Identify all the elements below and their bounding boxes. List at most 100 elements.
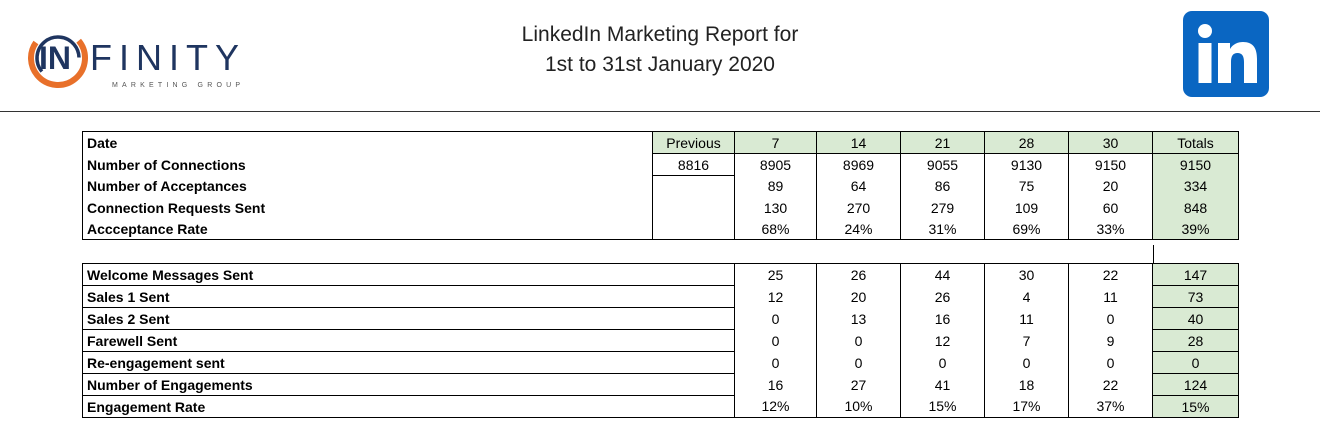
value-cell: 30 xyxy=(984,263,1069,286)
report-title-line-1: LinkedIn Marketing Report for xyxy=(521,23,799,46)
value-cell: 109 xyxy=(984,197,1069,218)
value-cell: 41 xyxy=(900,373,985,396)
value-cell: 44 xyxy=(900,263,985,286)
infinity-logo-icon: IN FINITY MARKETING GROUP xyxy=(28,28,246,89)
value-cell: 7 xyxy=(984,329,1069,352)
report-header: IN FINITY MARKETING GROUP LinkedIn Marke… xyxy=(0,0,1320,112)
table-header-row: Date Previous 7 14 21 28 30 Totals xyxy=(82,131,1239,154)
value-cell: 0 xyxy=(816,351,901,374)
column-header: 28 xyxy=(984,131,1069,154)
table-row: Farewell Sent 0 0 12 7 9 28 xyxy=(82,329,1239,352)
total-cell: 147 xyxy=(1152,263,1239,286)
value-cell: 8969 xyxy=(816,153,901,176)
value-cell: 130 xyxy=(734,197,817,218)
value-cell: 16 xyxy=(734,373,817,396)
row-label: Number of Engagements xyxy=(82,373,735,396)
value-cell: 4 xyxy=(984,285,1069,308)
value-cell: 37% xyxy=(1068,395,1153,418)
column-header: Previous xyxy=(652,131,735,154)
value-cell: 270 xyxy=(816,197,901,218)
messages-table: Welcome Messages Sent 25 26 44 30 22 147 Sales … xyxy=(82,263,1239,418)
value-cell: 22 xyxy=(1068,373,1153,396)
column-header: 30 xyxy=(1068,131,1153,154)
column-header: 21 xyxy=(900,131,985,154)
table-row: Connection Requests Sent 130 270 279 109 60 84… xyxy=(82,197,1239,218)
value-cell: 27 xyxy=(816,373,901,396)
value-cell: 12% xyxy=(734,395,817,418)
column-header: Date xyxy=(82,131,653,154)
header-divider xyxy=(0,111,1320,112)
total-cell: 15% xyxy=(1152,395,1239,418)
row-label: Farewell Sent xyxy=(82,329,735,352)
value-cell: 22 xyxy=(1068,263,1153,286)
value-cell: 60 xyxy=(1068,197,1153,218)
previous-cell xyxy=(652,218,735,240)
row-label: Engagement Rate xyxy=(82,395,735,418)
row-label: Number of Connections xyxy=(82,153,653,176)
value-cell: 0 xyxy=(900,351,985,374)
previous-cell: 8816 xyxy=(652,153,735,176)
value-cell: 26 xyxy=(816,263,901,286)
totals-gap-divider xyxy=(1153,245,1154,263)
value-cell: 11 xyxy=(1068,285,1153,308)
value-cell: 9130 xyxy=(984,153,1069,176)
value-cell: 86 xyxy=(900,175,985,197)
value-cell: 64 xyxy=(816,175,901,197)
value-cell: 13 xyxy=(816,307,901,330)
total-cell: 73 xyxy=(1152,285,1239,308)
value-cell: 12 xyxy=(900,329,985,352)
logo-subtitle: MARKETING GROUP xyxy=(112,82,244,89)
row-label: Welcome Messages Sent xyxy=(82,263,735,286)
value-cell: 31% xyxy=(900,218,985,240)
previous-cell xyxy=(652,197,735,218)
total-cell: 124 xyxy=(1152,373,1239,396)
report-title-line-2: 1st to 31st January 2020 xyxy=(545,53,775,76)
value-cell: 9 xyxy=(1068,329,1153,352)
table-row: Sales 2 Sent 0 13 16 11 0 40 xyxy=(82,307,1239,330)
value-cell: 26 xyxy=(900,285,985,308)
table-row: Number of Acceptances 89 64 86 75 20 334 xyxy=(82,175,1239,197)
value-cell: 89 xyxy=(734,175,817,197)
total-cell: 40 xyxy=(1152,307,1239,330)
value-cell: 15% xyxy=(900,395,985,418)
total-cell: 334 xyxy=(1152,175,1239,197)
value-cell: 20 xyxy=(1068,175,1153,197)
value-cell: 0 xyxy=(734,329,817,352)
previous-cell xyxy=(652,175,735,197)
value-cell: 0 xyxy=(1068,351,1153,374)
value-cell: 68% xyxy=(734,218,817,240)
value-cell: 0 xyxy=(734,351,817,374)
row-label: Re-engagement sent xyxy=(82,351,735,374)
value-cell: 25 xyxy=(734,263,817,286)
table-row: Welcome Messages Sent 25 26 44 30 22 147 xyxy=(82,263,1239,286)
total-cell: 39% xyxy=(1152,218,1239,240)
table-row: Engagement Rate 12% 10% 15% 17% 37% 15% xyxy=(82,395,1239,418)
value-cell: 0 xyxy=(816,329,901,352)
value-cell: 0 xyxy=(1068,307,1153,330)
value-cell: 20 xyxy=(816,285,901,308)
table-row: Sales 1 Sent 12 20 26 4 11 73 xyxy=(82,285,1239,308)
value-cell: 12 xyxy=(734,285,817,308)
value-cell: 17% xyxy=(984,395,1069,418)
value-cell: 16 xyxy=(900,307,985,330)
value-cell: 0 xyxy=(734,307,817,330)
value-cell: 10% xyxy=(816,395,901,418)
total-cell: 0 xyxy=(1152,351,1239,374)
table-row: Accceptance Rate 68% 24% 31% 69% 33% 39% xyxy=(82,218,1239,240)
table-row: Number of Connections 8816 8905 8969 9055 913… xyxy=(82,153,1239,176)
svg-text:FINITY: FINITY xyxy=(90,37,246,78)
row-label: Number of Acceptances xyxy=(82,175,653,197)
value-cell: 9055 xyxy=(900,153,985,176)
value-cell: 11 xyxy=(984,307,1069,330)
total-cell: 848 xyxy=(1152,197,1239,218)
total-cell: 9150 xyxy=(1152,153,1239,176)
row-label: Sales 2 Sent xyxy=(82,307,735,330)
svg-text:IN: IN xyxy=(39,40,71,76)
table-row: Number of Engagements 16 27 41 18 22 124 xyxy=(82,373,1239,396)
value-cell: 279 xyxy=(900,197,985,218)
value-cell: 24% xyxy=(816,218,901,240)
row-label: Connection Requests Sent xyxy=(82,197,653,218)
row-label: Accceptance Rate xyxy=(82,218,653,240)
column-header: 7 xyxy=(734,131,817,154)
row-label: Sales 1 Sent xyxy=(82,285,735,308)
